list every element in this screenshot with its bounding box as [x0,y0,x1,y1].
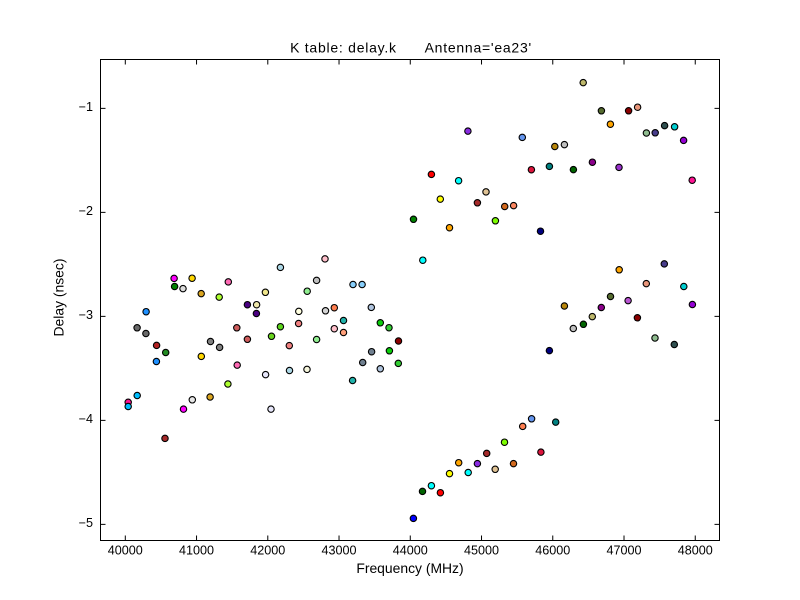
svg-text:48000: 48000 [678,544,713,558]
svg-text:42000: 42000 [250,544,285,558]
svg-text:−3: −3 [79,308,93,322]
svg-text:41000: 41000 [179,544,214,558]
svg-text:−2: −2 [79,204,93,218]
svg-text:−1: −1 [79,100,93,114]
svg-text:46000: 46000 [535,544,570,558]
svg-text:40000: 40000 [108,544,143,558]
svg-text:Frequency (MHz): Frequency (MHz) [356,560,463,576]
svg-text:−4: −4 [79,412,93,426]
svg-text:45000: 45000 [464,544,499,558]
svg-text:47000: 47000 [606,544,641,558]
svg-text:44000: 44000 [393,544,428,558]
svg-text:−5: −5 [79,516,93,530]
svg-text:43000: 43000 [322,544,357,558]
svg-text:Delay (nsec): Delay (nsec) [51,259,67,337]
svg-text:K table: delay.k Antenna=: K table: delay.k Antenna='ea23' [290,40,532,56]
